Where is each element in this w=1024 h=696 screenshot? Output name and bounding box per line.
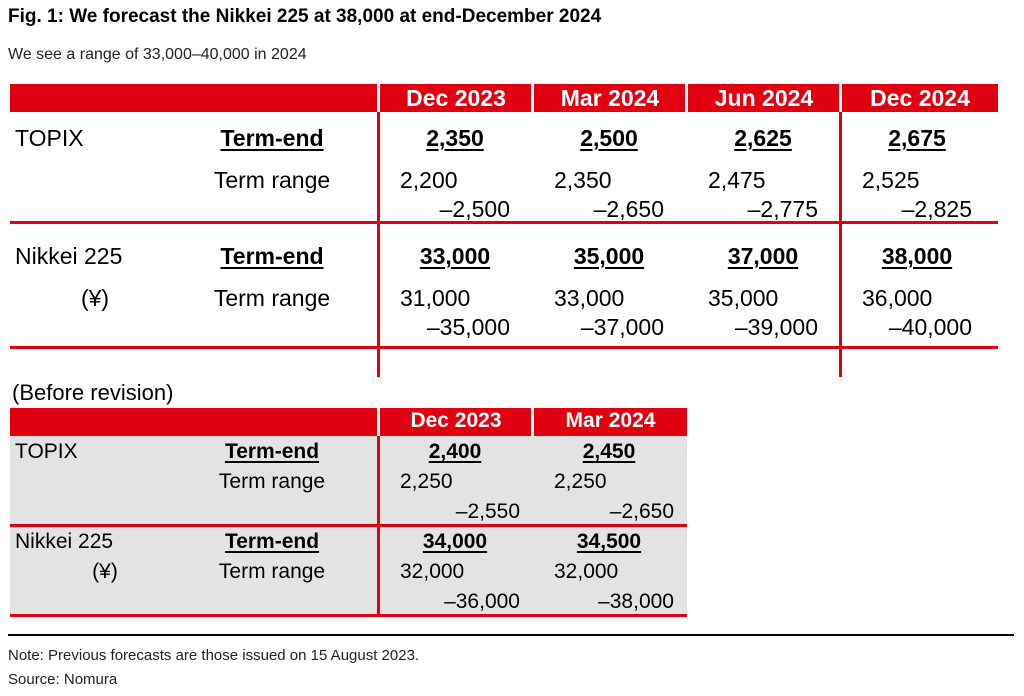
column-header: Dec 2024 <box>870 85 970 111</box>
row-unit: (¥) <box>92 560 118 583</box>
term-range-label: Term range <box>218 470 326 493</box>
row-label: Nikkei 225 <box>15 530 114 553</box>
term-end-label: Term-end <box>220 243 324 269</box>
range-high-value: –35,000 <box>426 314 510 340</box>
range-low-value: 2,475 <box>708 167 766 193</box>
range-high-value: –39,000 <box>734 314 818 340</box>
range-low-value: 2,250 <box>400 470 453 493</box>
range-high-value: –2,550 <box>455 500 520 523</box>
range-high-value: –2,825 <box>901 196 972 222</box>
header-separator <box>377 408 380 436</box>
range-low-value: 2,200 <box>400 167 458 193</box>
term-end-label: Term-end <box>224 530 320 553</box>
header-separator <box>531 84 534 112</box>
range-high-value: –2,500 <box>439 196 510 222</box>
term-end-value: 2,675 <box>888 125 946 151</box>
row-divider <box>10 614 687 617</box>
range-low-value: 32,000 <box>554 560 619 583</box>
header-separator <box>531 408 534 436</box>
column-divider <box>839 112 842 377</box>
row-divider <box>10 221 998 224</box>
range-low-value: 2,250 <box>554 470 607 493</box>
source-text: Source: Nomura <box>8 671 118 688</box>
column-header: Mar 2024 <box>565 409 656 432</box>
header-separator <box>377 84 380 112</box>
term-end-value: 2,350 <box>426 125 484 151</box>
footer-divider <box>8 634 1014 636</box>
term-end-value: 2,400 <box>428 440 482 463</box>
header-bar <box>10 408 687 436</box>
term-end-value: 2,500 <box>580 125 638 151</box>
column-header: Jun 2024 <box>714 85 814 111</box>
header-separator <box>839 84 842 112</box>
figure-subtitle: We see a range of 33,000–40,000 in 2024 <box>8 46 307 63</box>
column-header: Dec 2023 <box>410 409 502 432</box>
range-low-value: 33,000 <box>554 285 625 311</box>
term-range-label: Term range <box>213 285 331 311</box>
term-end-label: Term-end <box>224 440 320 463</box>
term-end-value: 35,000 <box>573 243 645 269</box>
row-label: TOPIX <box>15 440 78 463</box>
range-high-value: –37,000 <box>580 314 664 340</box>
column-divider <box>377 436 380 617</box>
term-end-value: 38,000 <box>881 243 953 269</box>
column-header: Mar 2024 <box>560 85 660 111</box>
row-unit: (¥) <box>80 285 110 311</box>
header-separator <box>685 84 688 112</box>
range-high-value: –2,650 <box>593 196 664 222</box>
term-end-value: 33,000 <box>419 243 491 269</box>
range-low-value: 31,000 <box>400 285 471 311</box>
row-label: Nikkei 225 <box>15 243 123 269</box>
column-header: Dec 2023 <box>406 85 506 111</box>
term-range-label: Term range <box>213 167 331 193</box>
before-revision-heading: (Before revision) <box>12 380 174 405</box>
range-high-value: –40,000 <box>888 314 972 340</box>
row-label: TOPIX <box>15 125 84 151</box>
range-low-value: 36,000 <box>862 285 933 311</box>
range-low-value: 2,525 <box>862 167 920 193</box>
header-bar <box>10 84 998 112</box>
row-divider <box>10 524 687 527</box>
figure-title: Fig. 1: We forecast the Nikkei 225 at 38… <box>8 6 602 27</box>
term-end-value: 37,000 <box>727 243 799 269</box>
range-high-value: –36,000 <box>444 590 520 613</box>
term-end-label: Term-end <box>220 125 324 151</box>
term-end-value: 2,625 <box>734 125 792 151</box>
term-end-value: 34,000 <box>422 530 488 553</box>
note-text: Note: Previous forecasts are those issue… <box>8 647 420 664</box>
range-high-value: –38,000 <box>598 590 674 613</box>
term-end-value: 34,500 <box>576 530 642 553</box>
row-divider <box>10 346 998 349</box>
range-low-value: 35,000 <box>708 285 779 311</box>
column-divider <box>377 112 380 377</box>
term-range-label: Term range <box>218 560 326 583</box>
range-low-value: 32,000 <box>400 560 465 583</box>
term-end-value: 2,450 <box>582 440 636 463</box>
range-low-value: 2,350 <box>554 167 612 193</box>
range-high-value: –2,775 <box>747 196 818 222</box>
range-high-value: –2,650 <box>609 500 674 523</box>
